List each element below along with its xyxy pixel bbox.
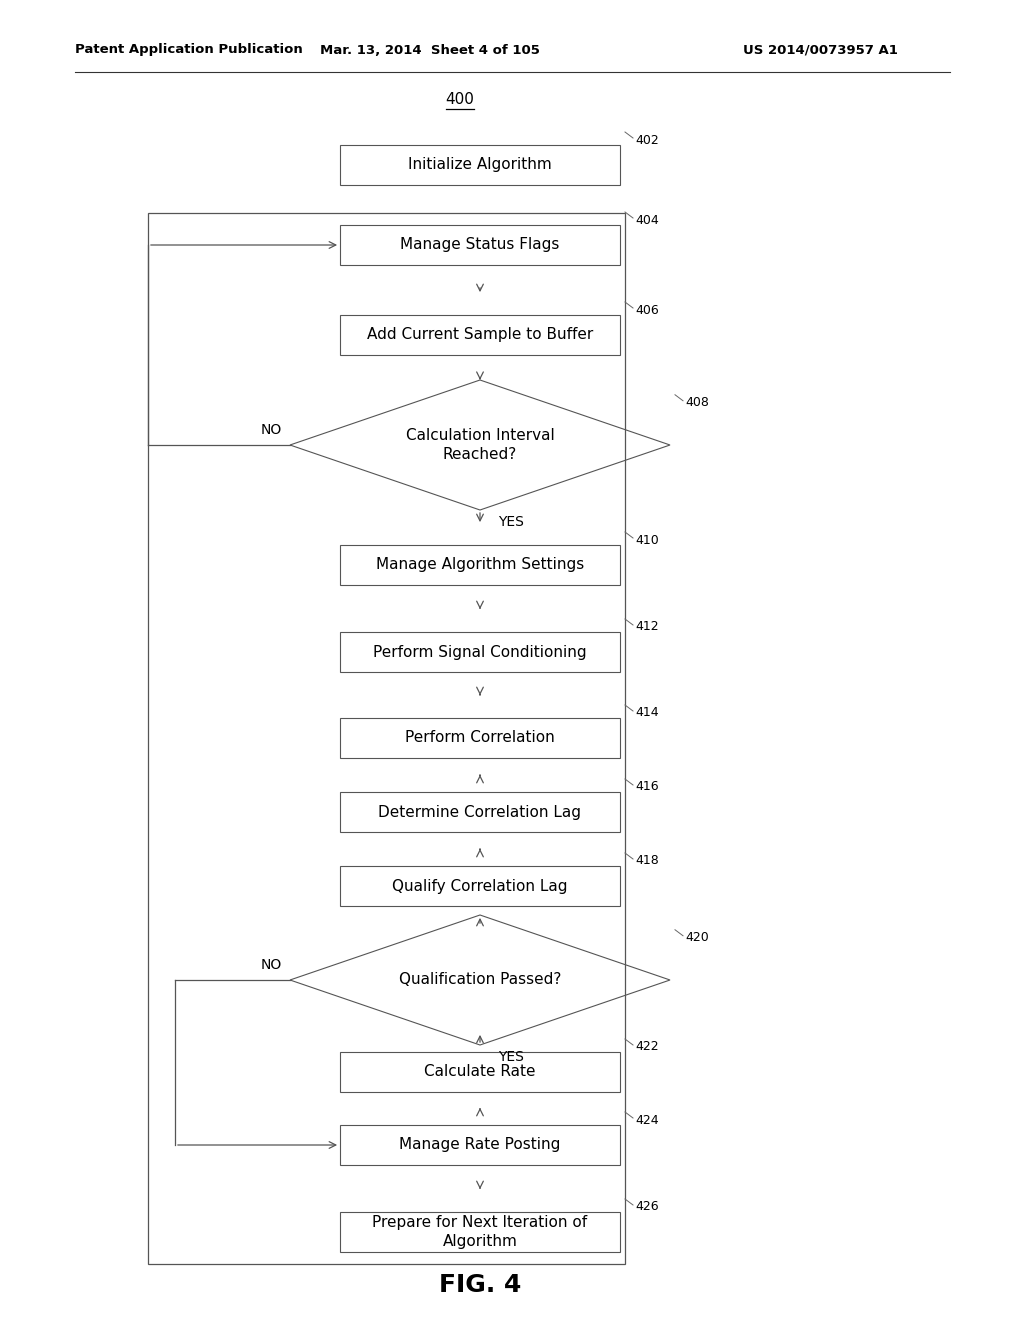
Text: US 2014/0073957 A1: US 2014/0073957 A1 bbox=[742, 44, 897, 57]
Text: 414: 414 bbox=[635, 706, 658, 719]
Text: Initialize Algorithm: Initialize Algorithm bbox=[409, 157, 552, 173]
Polygon shape bbox=[290, 380, 670, 510]
Text: Mar. 13, 2014  Sheet 4 of 105: Mar. 13, 2014 Sheet 4 of 105 bbox=[321, 44, 540, 57]
Bar bbox=[340, 1212, 620, 1251]
Text: NO: NO bbox=[261, 958, 282, 972]
Text: Calculation Interval
Reached?: Calculation Interval Reached? bbox=[406, 428, 554, 462]
Bar bbox=[340, 718, 620, 758]
Text: 426: 426 bbox=[635, 1200, 658, 1213]
Bar bbox=[340, 145, 620, 185]
Text: Prepare for Next Iteration of
Algorithm: Prepare for Next Iteration of Algorithm bbox=[373, 1216, 588, 1249]
Text: Manage Rate Posting: Manage Rate Posting bbox=[399, 1138, 561, 1152]
Bar bbox=[340, 792, 620, 832]
Bar bbox=[340, 545, 620, 585]
Bar bbox=[340, 315, 620, 355]
Bar bbox=[148, 213, 625, 1265]
Text: Manage Algorithm Settings: Manage Algorithm Settings bbox=[376, 557, 584, 573]
Bar bbox=[340, 1125, 620, 1166]
Text: 416: 416 bbox=[635, 780, 658, 793]
Text: Add Current Sample to Buffer: Add Current Sample to Buffer bbox=[367, 327, 593, 342]
Text: 418: 418 bbox=[635, 854, 658, 867]
Text: 422: 422 bbox=[635, 1040, 658, 1053]
Bar bbox=[340, 632, 620, 672]
Text: Perform Signal Conditioning: Perform Signal Conditioning bbox=[373, 644, 587, 660]
Polygon shape bbox=[290, 915, 670, 1045]
Text: 402: 402 bbox=[635, 133, 658, 147]
Text: 404: 404 bbox=[635, 214, 658, 227]
Text: 408: 408 bbox=[685, 396, 709, 409]
Text: Patent Application Publication: Patent Application Publication bbox=[75, 44, 303, 57]
Text: 400: 400 bbox=[445, 92, 474, 107]
Text: 424: 424 bbox=[635, 1114, 658, 1126]
Text: 406: 406 bbox=[635, 304, 658, 317]
Text: YES: YES bbox=[498, 515, 524, 529]
Bar bbox=[340, 224, 620, 265]
Text: Qualify Correlation Lag: Qualify Correlation Lag bbox=[392, 879, 567, 894]
Text: 410: 410 bbox=[635, 533, 658, 546]
Text: 412: 412 bbox=[635, 620, 658, 634]
Text: Determine Correlation Lag: Determine Correlation Lag bbox=[379, 804, 582, 820]
Text: NO: NO bbox=[261, 422, 282, 437]
Bar bbox=[340, 1052, 620, 1092]
Text: 420: 420 bbox=[685, 931, 709, 944]
Bar bbox=[340, 866, 620, 906]
Text: Manage Status Flags: Manage Status Flags bbox=[400, 238, 560, 252]
Text: Qualification Passed?: Qualification Passed? bbox=[398, 973, 561, 987]
Text: Perform Correlation: Perform Correlation bbox=[406, 730, 555, 746]
Text: Calculate Rate: Calculate Rate bbox=[424, 1064, 536, 1080]
Text: FIG. 4: FIG. 4 bbox=[439, 1272, 521, 1298]
Text: YES: YES bbox=[498, 1049, 524, 1064]
